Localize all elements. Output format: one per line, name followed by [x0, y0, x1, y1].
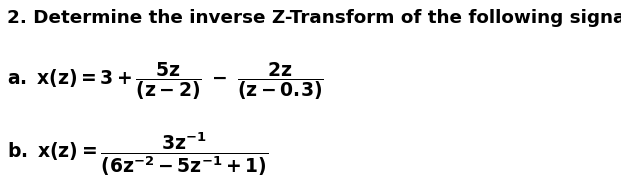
Text: 2. Determine the inverse Z-Transform of the following signals.: 2. Determine the inverse Z-Transform of …: [7, 9, 621, 27]
Text: $\mathbf{b.}\ \mathbf{x(z) =} \dfrac{\mathbf{3z^{-1}}}{\mathbf{(6z^{-2} - 5z^{-1: $\mathbf{b.}\ \mathbf{x(z) =} \dfrac{\ma…: [7, 130, 269, 177]
Text: $\mathbf{a.}\ \mathbf{x(z) = 3 +} \dfrac{\mathbf{5z}}{\mathbf{(z-2)}} \mathbf{\ : $\mathbf{a.}\ \mathbf{x(z) = 3 +} \dfrac…: [7, 61, 324, 102]
